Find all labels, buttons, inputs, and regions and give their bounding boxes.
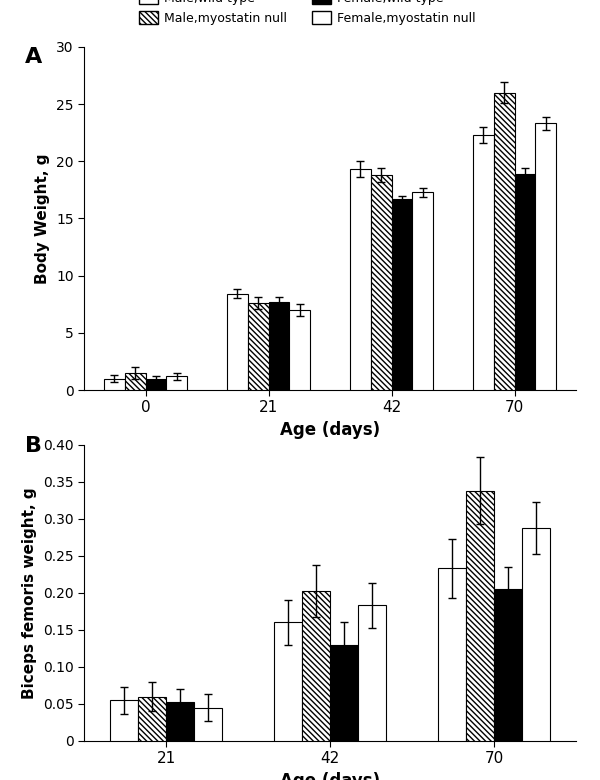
Bar (248, 303, 269, 390)
X-axis label: Age (days): Age (days) (280, 421, 380, 439)
Bar (227, 294, 248, 390)
Bar (138, 697, 166, 741)
Bar (274, 622, 302, 741)
Bar (166, 703, 194, 741)
X-axis label: Age (days): Age (days) (280, 772, 380, 780)
Y-axis label: Body Weight, g: Body Weight, g (35, 153, 50, 284)
Bar (110, 700, 138, 741)
Bar (166, 376, 187, 390)
Bar (494, 589, 522, 741)
Bar (392, 199, 412, 390)
Bar (104, 378, 125, 390)
Bar (125, 373, 146, 390)
Legend: Male,wild type, Male,myostatin null, Female,wild type, Female,myostatin null: Male,wild type, Male,myostatin null, Fem… (139, 0, 476, 25)
Bar (494, 93, 515, 390)
Bar (522, 528, 550, 741)
Bar (515, 174, 535, 390)
Bar (473, 135, 494, 390)
Text: B: B (25, 436, 42, 456)
Bar (289, 310, 310, 390)
Bar (146, 378, 166, 390)
Bar (269, 302, 289, 390)
Bar (194, 707, 222, 741)
Bar (412, 192, 433, 390)
Bar (371, 175, 392, 390)
Bar (358, 605, 386, 741)
Y-axis label: Biceps femoris weight, g: Biceps femoris weight, g (22, 487, 37, 699)
Text: A: A (25, 47, 42, 67)
Bar (535, 123, 556, 390)
Bar (466, 491, 494, 741)
Bar (302, 591, 330, 741)
Bar (330, 644, 358, 741)
Bar (438, 569, 466, 741)
Bar (350, 169, 371, 390)
